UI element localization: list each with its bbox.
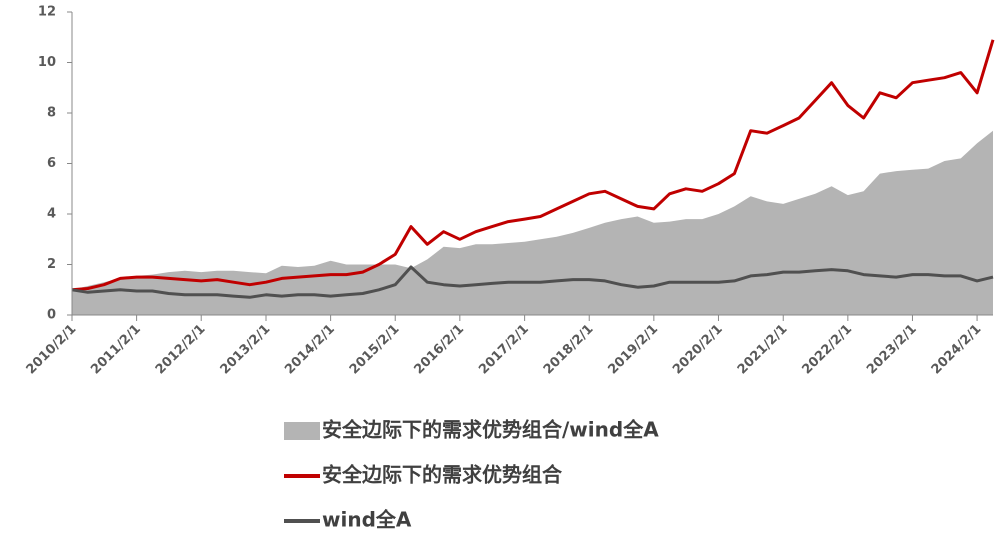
x-tick-label: 2015/2/1 xyxy=(347,322,403,378)
x-tick-label: 2019/2/1 xyxy=(605,322,661,378)
x-tick-label: 2017/2/1 xyxy=(476,322,532,378)
y-tick-label: 12 xyxy=(38,5,56,20)
y-tick-label: 0 xyxy=(47,308,56,323)
x-tick-label: 2018/2/1 xyxy=(541,322,597,378)
x-tick-label: 2021/2/1 xyxy=(735,322,791,378)
y-tick-label: 6 xyxy=(47,156,56,171)
line xyxy=(71,265,994,299)
line xyxy=(71,39,995,292)
y-tick-label: 2 xyxy=(47,257,56,272)
x-tick-label: 2016/2/1 xyxy=(411,322,467,378)
legend-label: 安全边际下的需求优势组合 xyxy=(322,463,563,487)
y-tick-label: 4 xyxy=(47,207,56,222)
y-tick-label: 10 xyxy=(38,55,56,70)
legend-swatch xyxy=(284,422,320,440)
legend-label: wind全A xyxy=(322,508,412,532)
x-tick-label: 2014/2/1 xyxy=(282,322,338,378)
x-tick-label: 2013/2/1 xyxy=(218,322,274,378)
x-tick-label: 2010/2/1 xyxy=(24,322,80,378)
x-tick-label: 2023/2/1 xyxy=(864,322,920,378)
x-tick-label: 2024/2/1 xyxy=(929,322,985,378)
x-tick-label: 2012/2/1 xyxy=(153,322,209,378)
x-tick-label: 2020/2/1 xyxy=(670,322,726,378)
x-tick-label: 2011/2/1 xyxy=(88,322,144,378)
y-tick-label: 8 xyxy=(47,106,56,121)
legend-label: 安全边际下的需求优势组合/wind全A xyxy=(322,418,659,442)
area xyxy=(72,130,993,315)
x-tick-label: 2022/2/1 xyxy=(799,322,855,378)
